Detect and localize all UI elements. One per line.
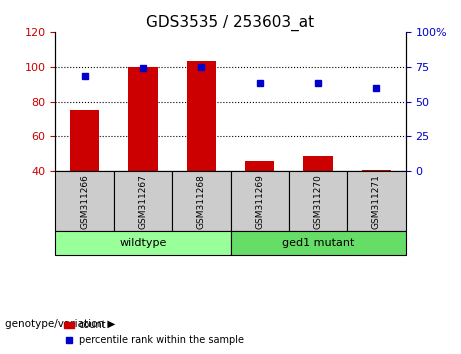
Legend: count, percentile rank within the sample: count, percentile rank within the sample: [60, 316, 248, 349]
Bar: [303, 155, 333, 171]
FancyBboxPatch shape: [347, 171, 406, 231]
FancyBboxPatch shape: [230, 231, 406, 255]
FancyBboxPatch shape: [172, 171, 230, 231]
Bar: [187, 62, 216, 171]
Text: GSM311270: GSM311270: [313, 174, 323, 229]
Text: GSM311269: GSM311269: [255, 174, 264, 229]
Text: GSM311268: GSM311268: [197, 174, 206, 229]
Text: GSM311267: GSM311267: [138, 174, 148, 229]
Text: wildtype: wildtype: [119, 238, 166, 248]
Text: genotype/variation ▶: genotype/variation ▶: [5, 319, 115, 329]
FancyBboxPatch shape: [289, 171, 347, 231]
FancyBboxPatch shape: [114, 171, 172, 231]
Bar: [245, 161, 274, 171]
FancyBboxPatch shape: [55, 231, 230, 255]
Title: GDS3535 / 253603_at: GDS3535 / 253603_at: [147, 14, 314, 30]
Bar: [128, 67, 158, 171]
Text: GSM311271: GSM311271: [372, 174, 381, 229]
Bar: [70, 110, 99, 171]
FancyBboxPatch shape: [230, 171, 289, 231]
Text: GSM311266: GSM311266: [80, 174, 89, 229]
FancyBboxPatch shape: [55, 171, 114, 231]
Text: ged1 mutant: ged1 mutant: [282, 238, 354, 248]
Bar: [362, 170, 391, 171]
